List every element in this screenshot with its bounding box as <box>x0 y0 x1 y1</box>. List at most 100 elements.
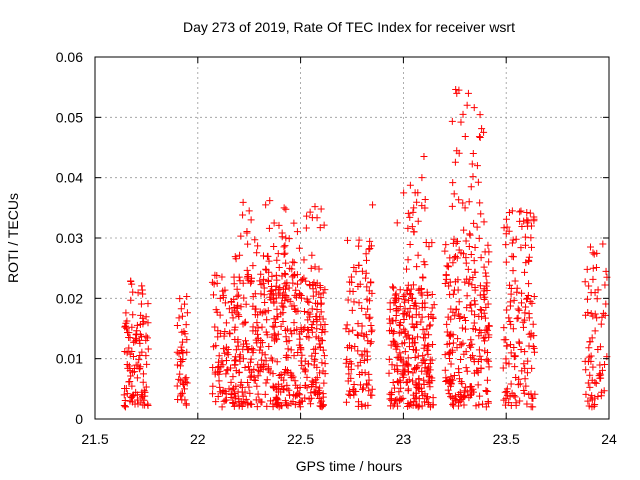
data-point <box>403 378 411 386</box>
data-point <box>523 400 531 408</box>
data-point <box>181 375 189 383</box>
data-point <box>178 312 186 320</box>
data-point <box>245 346 253 354</box>
data-point <box>358 352 366 360</box>
data-point <box>367 391 375 399</box>
data-point <box>421 330 429 338</box>
data-point <box>261 351 269 359</box>
data-point <box>476 326 484 334</box>
data-point <box>230 273 238 281</box>
data-point <box>392 296 400 304</box>
data-point <box>210 343 218 351</box>
data-point <box>247 355 255 363</box>
data-point <box>527 329 535 337</box>
data-point <box>478 306 486 314</box>
data-point <box>245 383 253 391</box>
data-point <box>229 373 237 381</box>
data-point <box>290 319 298 327</box>
data-point <box>366 237 374 245</box>
data-point <box>143 360 151 368</box>
data-point <box>132 361 140 369</box>
data-point <box>582 390 590 398</box>
data-point <box>508 389 516 397</box>
data-point <box>354 320 362 328</box>
data-point <box>134 289 142 297</box>
data-point <box>280 204 288 212</box>
data-point <box>410 324 418 332</box>
data-point <box>291 291 299 299</box>
data-point <box>308 321 316 329</box>
data-point <box>455 375 463 383</box>
data-point <box>365 370 373 378</box>
data-point <box>392 304 400 312</box>
data-point <box>218 389 226 397</box>
data-point <box>396 349 404 357</box>
data-point <box>123 349 131 357</box>
data-point <box>182 321 190 329</box>
data-point <box>345 370 353 378</box>
data-point <box>404 361 412 369</box>
data-point <box>477 210 485 218</box>
data-point <box>128 393 136 401</box>
data-point <box>424 399 432 407</box>
data-point <box>221 299 229 307</box>
data-point <box>262 357 270 365</box>
data-point <box>319 393 327 401</box>
data-point <box>599 240 607 248</box>
data-point <box>133 321 141 329</box>
data-point <box>214 392 222 400</box>
data-point <box>584 379 592 387</box>
data-point <box>226 364 234 372</box>
data-point <box>451 312 459 320</box>
data-point <box>356 370 364 378</box>
data-point <box>468 390 476 398</box>
data-point <box>592 263 600 271</box>
data-point <box>499 364 507 372</box>
data-point <box>227 297 235 305</box>
data-point <box>463 388 471 396</box>
data-point <box>481 314 489 322</box>
data-point <box>257 398 265 406</box>
data-point <box>426 373 434 381</box>
data-point <box>281 326 289 334</box>
data-point <box>462 254 470 262</box>
data-point <box>404 308 412 316</box>
data-point <box>355 242 363 250</box>
data-point <box>396 302 404 310</box>
data-point <box>526 298 534 306</box>
data-point <box>513 284 521 292</box>
data-point <box>470 219 478 227</box>
data-point <box>522 382 530 390</box>
data-point <box>523 369 531 377</box>
data-point <box>295 330 303 338</box>
data-point <box>273 305 281 313</box>
data-point <box>250 373 258 381</box>
data-point <box>391 339 399 347</box>
data-point <box>527 222 535 230</box>
data-point <box>132 388 140 396</box>
data-point <box>308 251 316 259</box>
data-point <box>467 336 475 344</box>
data-point <box>367 321 375 329</box>
data-point <box>520 360 528 368</box>
data-point <box>216 329 224 337</box>
data-point <box>249 346 257 354</box>
data-point <box>346 391 354 399</box>
data-point <box>598 313 606 321</box>
data-point <box>521 316 529 324</box>
data-point <box>282 333 290 341</box>
data-point <box>248 344 256 352</box>
data-point <box>344 296 352 304</box>
data-point <box>589 264 597 272</box>
data-point <box>298 361 306 369</box>
data-point <box>455 246 463 254</box>
data-point <box>361 369 369 377</box>
data-point <box>385 327 393 335</box>
data-point <box>307 264 315 272</box>
data-point <box>244 363 252 371</box>
data-point <box>234 311 242 319</box>
data-point <box>404 331 412 339</box>
data-point <box>417 384 425 392</box>
data-point <box>470 319 478 327</box>
data-point <box>256 368 264 376</box>
